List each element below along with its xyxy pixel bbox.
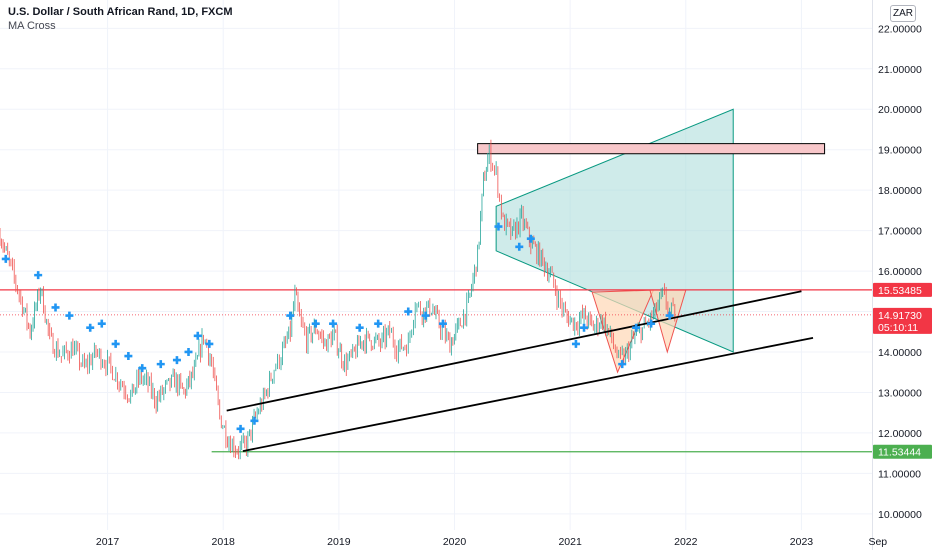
ma-cross-marker bbox=[34, 271, 43, 280]
ma-cross-marker bbox=[580, 323, 589, 332]
y-tick-label: 20.00000 bbox=[878, 104, 922, 116]
price-tag-support-bg bbox=[873, 444, 932, 459]
ma-cross-markers bbox=[1, 222, 674, 433]
price-tag-last-countdown: 05:10:11 bbox=[878, 322, 918, 334]
ma-cross-marker bbox=[86, 323, 95, 332]
ma-cross-marker bbox=[51, 303, 60, 312]
y-tick-label: 12.00000 bbox=[878, 428, 922, 440]
pattern-triangle bbox=[591, 289, 655, 374]
ma-cross-marker bbox=[515, 242, 524, 251]
ma-cross-marker bbox=[124, 352, 133, 361]
ma-cross-marker bbox=[355, 323, 364, 332]
trendline bbox=[226, 290, 802, 412]
price-tag-resistance-bg bbox=[873, 282, 932, 297]
ma-cross-marker bbox=[97, 319, 106, 328]
ma-cross-marker bbox=[172, 356, 181, 365]
ma-cross-marker bbox=[311, 319, 320, 328]
y-tick-label: 18.00000 bbox=[878, 185, 922, 197]
ma-cross-marker bbox=[438, 319, 447, 328]
x-tick-label: Sep bbox=[868, 536, 887, 548]
ma-cross-marker bbox=[236, 424, 245, 433]
ma-cross-marker bbox=[665, 311, 674, 320]
ma-cross-marker bbox=[421, 311, 430, 320]
grid bbox=[0, 0, 879, 530]
ma-cross-marker bbox=[65, 311, 74, 320]
time-axis bbox=[0, 530, 872, 550]
ma-cross-marker bbox=[618, 360, 627, 369]
y-tick-label: 17.00000 bbox=[878, 226, 922, 238]
trendline bbox=[242, 336, 814, 452]
ma-cross-marker bbox=[329, 319, 338, 328]
ma-cross-marker bbox=[138, 364, 147, 373]
ma-cross-marker bbox=[1, 254, 10, 263]
ma-cross-marker bbox=[205, 339, 214, 348]
ma-cross-marker bbox=[111, 339, 120, 348]
x-tick-label: 2023 bbox=[790, 536, 814, 548]
y-tick-label: 16.00000 bbox=[878, 266, 922, 278]
ma-cross-marker bbox=[374, 319, 383, 328]
ma-cross-marker bbox=[184, 347, 193, 356]
x-tick-label: 2019 bbox=[327, 536, 351, 548]
y-tick-label: 14.00000 bbox=[878, 347, 922, 359]
price-tag-resistance: 15.53485 bbox=[878, 285, 922, 297]
target-zone bbox=[477, 143, 826, 155]
ma-cross-marker bbox=[156, 360, 165, 369]
price-tag-support: 11.53444 bbox=[878, 447, 921, 459]
indicator-label: MA Cross bbox=[8, 20, 56, 32]
ma-cross-marker bbox=[526, 234, 535, 243]
x-tick-label: 2020 bbox=[443, 536, 467, 548]
y-tick-label: 10.00000 bbox=[878, 509, 922, 521]
x-tick-label: 2021 bbox=[558, 536, 582, 548]
symbol-title: U.S. Dollar / South African Rand, 1D, FX… bbox=[8, 6, 233, 18]
y-tick-label: 21.00000 bbox=[878, 64, 922, 76]
ma-cross-marker bbox=[286, 311, 295, 320]
price-tag-last-bg bbox=[873, 307, 932, 334]
x-tick-label: 2018 bbox=[212, 536, 236, 548]
ma-cross-marker bbox=[193, 331, 202, 340]
ma-cross-marker bbox=[494, 222, 503, 231]
x-tick-label: 2022 bbox=[674, 536, 698, 548]
y-tick-label: 19.00000 bbox=[878, 145, 922, 157]
ma-cross-marker bbox=[404, 307, 413, 316]
y-tick-label: 22.00000 bbox=[878, 23, 922, 35]
ma-cross-marker bbox=[250, 416, 259, 425]
x-tick-label: 2017 bbox=[96, 536, 120, 548]
ma-cross-marker bbox=[647, 319, 656, 328]
price-tag-last: 14.91730 bbox=[878, 310, 922, 322]
y-tick-label: 11.00000 bbox=[878, 468, 921, 480]
y-tick-label: 13.00000 bbox=[878, 387, 922, 399]
ma-cross-marker bbox=[571, 339, 580, 348]
ma-cross-marker bbox=[632, 323, 641, 332]
currency-button[interactable]: ZAR bbox=[890, 5, 916, 22]
